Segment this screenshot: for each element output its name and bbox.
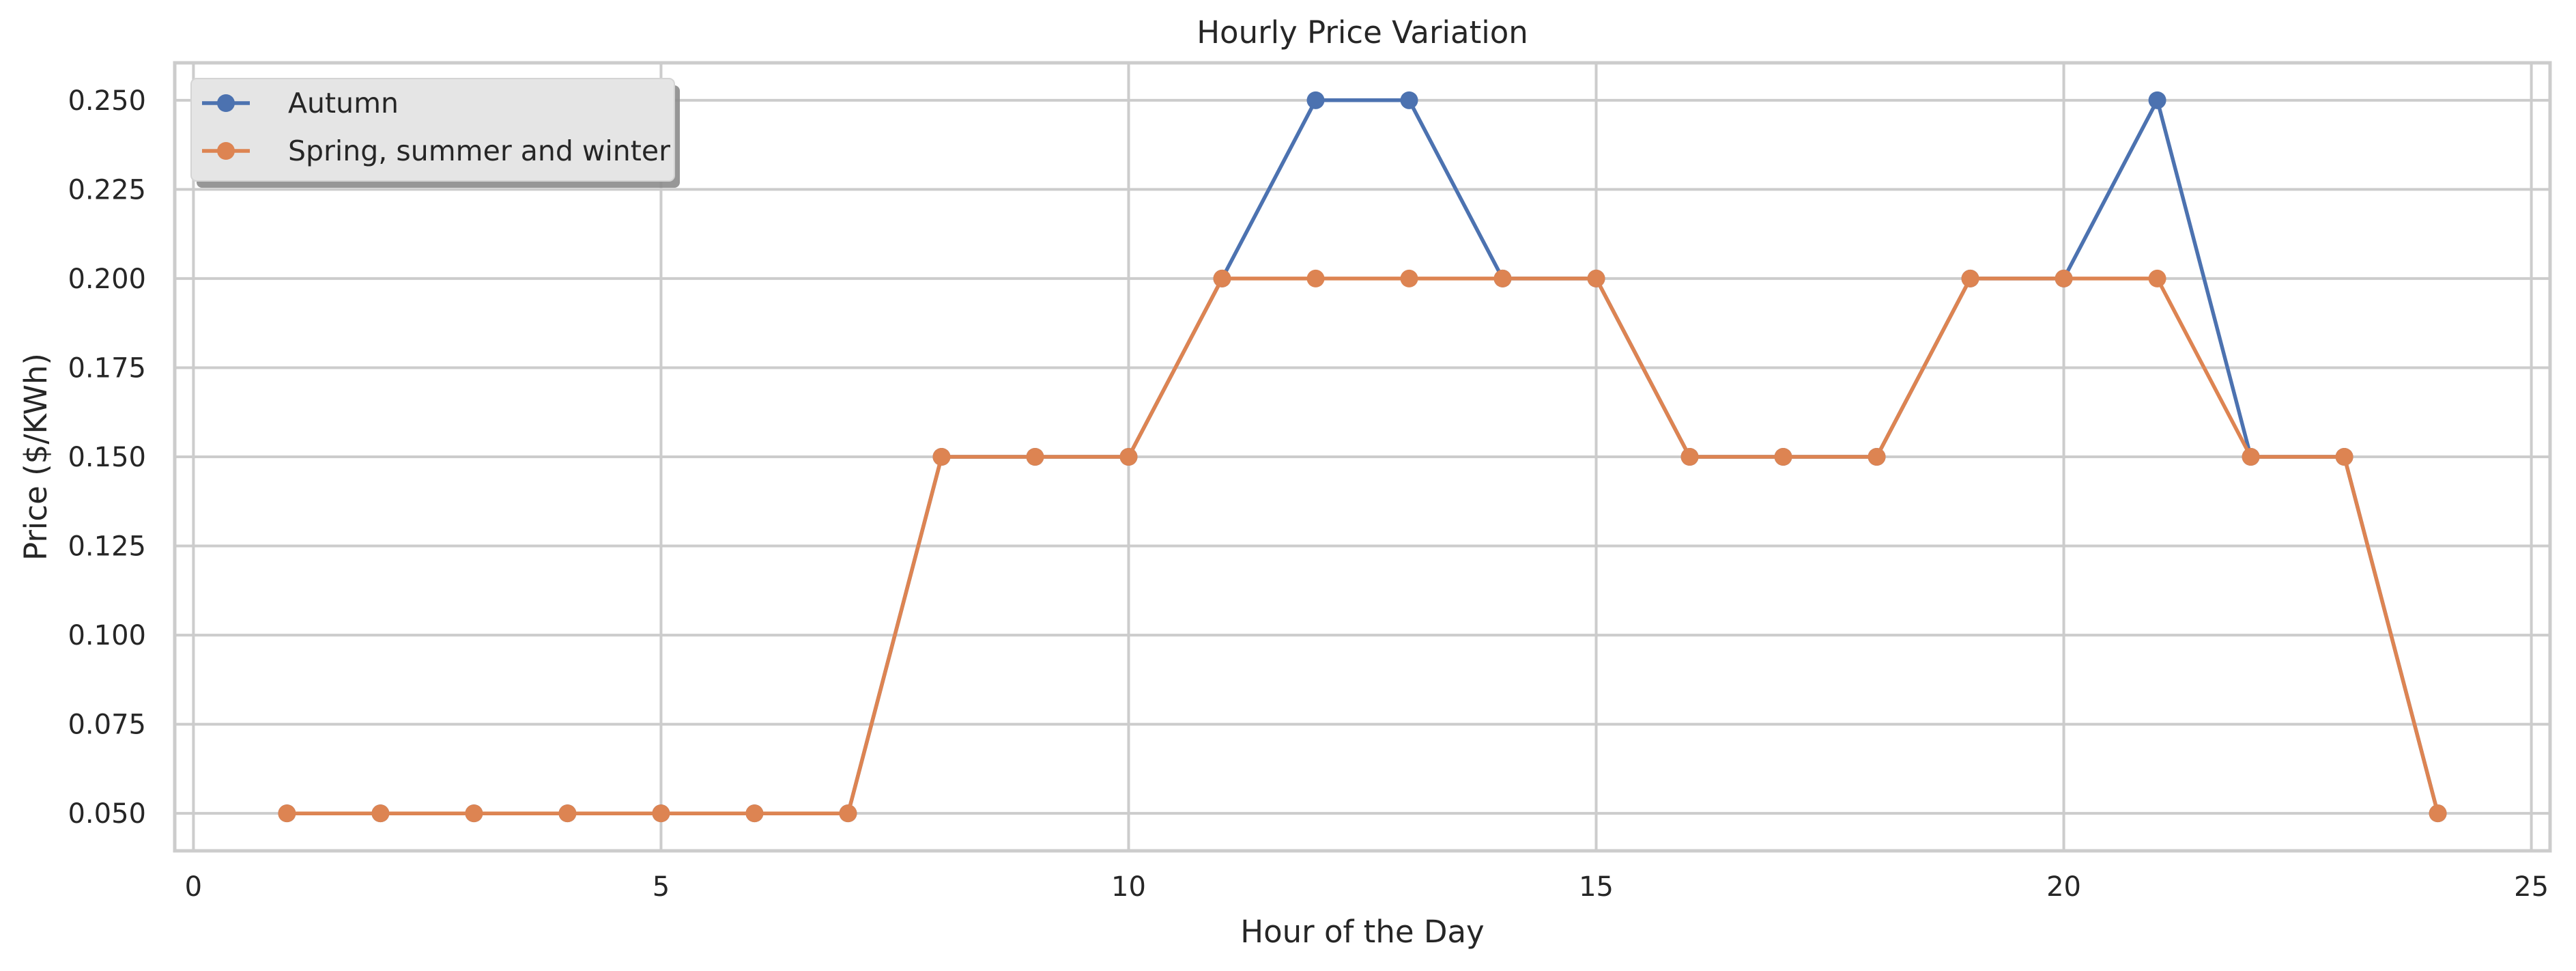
data-point — [2335, 448, 2353, 466]
y-tick-label: 0.050 — [68, 798, 146, 830]
data-point — [2055, 269, 2073, 287]
data-point — [1306, 91, 1325, 109]
data-point — [1026, 448, 1044, 466]
data-point — [1400, 91, 1418, 109]
legend-label: Autumn — [288, 87, 399, 119]
x-tick-label: 25 — [2514, 871, 2549, 903]
data-point — [2429, 804, 2447, 823]
data-point — [1774, 448, 1792, 466]
series-line — [287, 277, 2440, 815]
plot-frame — [173, 61, 2552, 853]
x-tick-label: 15 — [1579, 871, 1614, 903]
legend-marker — [217, 142, 235, 160]
data-point — [932, 448, 951, 466]
y-axis-ticks: 0.050 0.075 0.100 0.125 0.150 0.175 0.200 0.225… — [68, 85, 146, 830]
data-point — [1400, 269, 1418, 287]
data-point — [2242, 448, 2260, 466]
y-axis-label: Price ($/KWh) — [18, 353, 54, 561]
x-tick-label: 10 — [1111, 871, 1146, 903]
data-point — [839, 804, 857, 823]
data-point — [745, 804, 764, 823]
data-point — [558, 804, 577, 823]
y-tick-label: 0.250 — [68, 85, 146, 117]
y-tick-label: 0.100 — [68, 620, 146, 651]
y-tick-label: 0.125 — [68, 531, 146, 563]
data-point — [371, 804, 390, 823]
x-tick-label: 0 — [185, 871, 202, 903]
legend: Autumn Spring, summer and winter — [190, 78, 680, 188]
data-point — [652, 804, 670, 823]
y-tick-label: 0.200 — [68, 264, 146, 295]
data-point — [1119, 448, 1138, 466]
y-tick-label: 0.150 — [68, 442, 146, 473]
data-point — [1306, 269, 1325, 287]
x-axis-label: Hour of the Day — [1240, 914, 1484, 950]
x-axis-ticks: 0 5 10 15 20 25 — [185, 871, 2549, 903]
data-point — [278, 804, 296, 823]
chart-title: Hourly Price Variation — [1197, 14, 1528, 51]
data-point — [1493, 269, 1512, 287]
legend-box — [190, 78, 675, 182]
data-point — [1587, 269, 1605, 287]
x-tick-label: 20 — [2046, 871, 2081, 903]
data-point — [1680, 448, 1699, 466]
data-point — [465, 804, 483, 823]
data-point — [2148, 269, 2166, 287]
data-point — [1867, 448, 1886, 466]
y-tick-label: 0.225 — [68, 174, 146, 206]
x-tick-label: 5 — [653, 871, 670, 903]
data-point — [1961, 269, 1979, 287]
legend-marker — [217, 94, 235, 112]
y-tick-label: 0.175 — [68, 352, 146, 384]
y-tick-label: 0.075 — [68, 709, 146, 741]
series-spring-summer-winter — [278, 269, 2447, 823]
data-point — [2148, 91, 2166, 109]
data-point — [1213, 269, 1231, 287]
series-layer — [278, 91, 2447, 823]
legend-label: Spring, summer and winter — [288, 135, 670, 167]
